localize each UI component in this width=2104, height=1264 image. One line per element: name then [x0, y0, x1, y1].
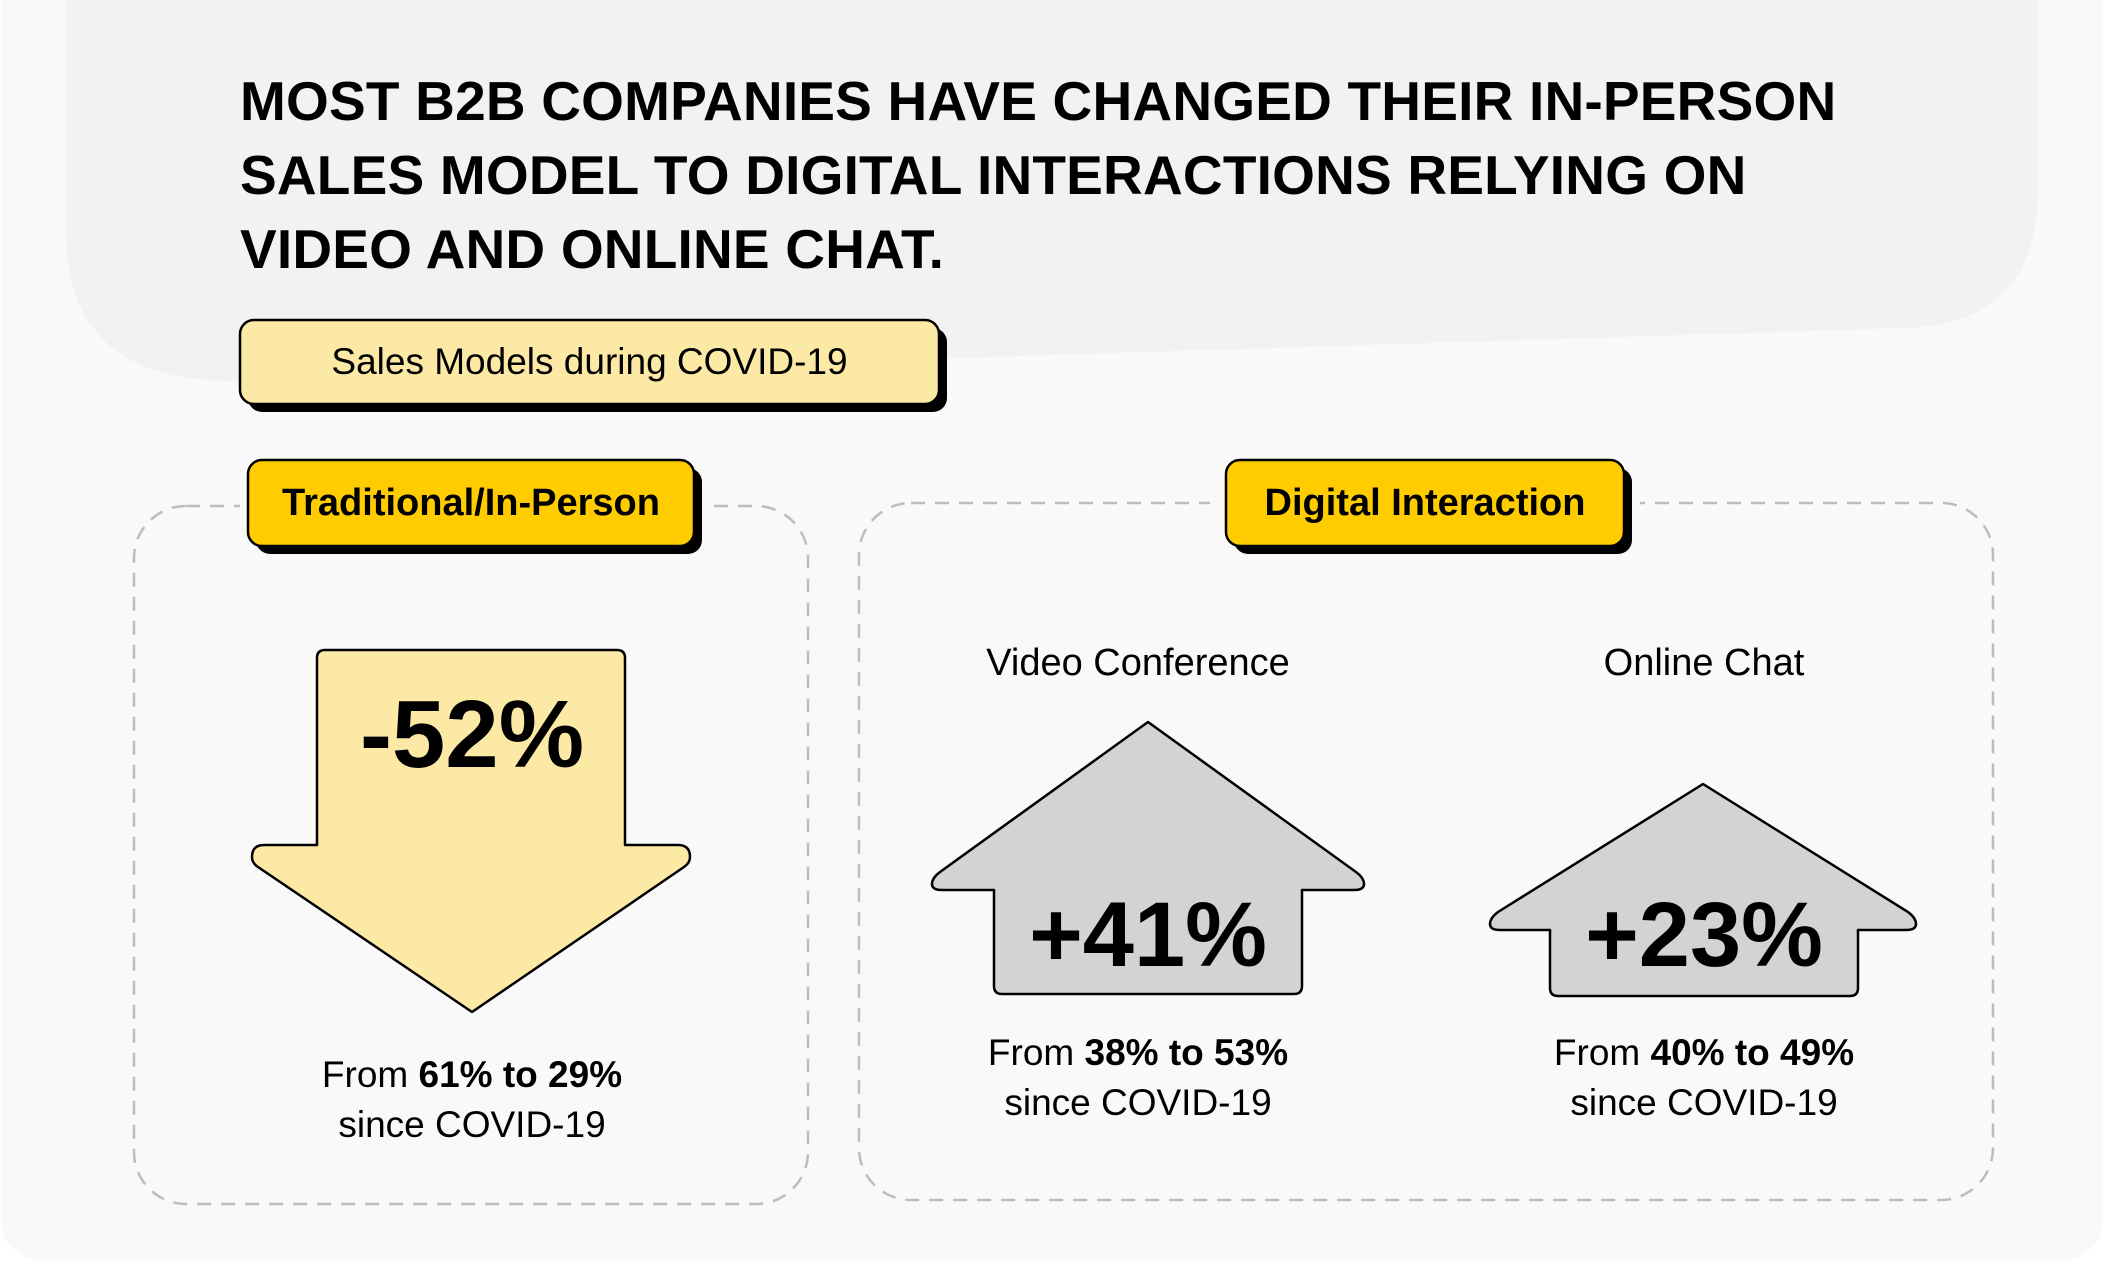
- caption-prefix: From: [1553, 1032, 1651, 1073]
- traditional-tag: Traditional/In-Person: [282, 481, 660, 524]
- header-band: [66, 0, 2038, 381]
- chat-caption: From 40% to 49% since COVID-19: [1454, 1028, 1954, 1128]
- digital-tag-shape: [1224, 458, 1632, 554]
- video-caption: From 38% to 53% since COVID-19: [888, 1028, 1388, 1128]
- headline-line-1: MOST B2B COMPANIES HAVE CHANGED THEIR IN…: [240, 70, 1837, 132]
- chat-caption-line-2: since COVID-19: [1570, 1082, 1838, 1123]
- headline-line-2: SALES MODEL TO DIGITAL INTERACTIONS RELY…: [240, 144, 1747, 206]
- traditional-caption-line-2: since COVID-19: [338, 1104, 606, 1145]
- online-chat-label: Online Chat: [1603, 642, 1805, 684]
- video-caption-line-1: From 38% to 53%: [888, 1028, 1388, 1078]
- traditional-frame: [132, 504, 810, 1206]
- caption-prefix: From: [987, 1032, 1085, 1073]
- subtitle-tag: Sales Models during COVID-19: [331, 341, 848, 382]
- video-conference-label: Video Conference: [986, 642, 1290, 684]
- traditional-change-value: -52%: [359, 681, 585, 788]
- caption-prefix: From: [321, 1054, 419, 1095]
- video-change-value: +41%: [1029, 884, 1267, 986]
- caption-bold-range: 61% to 29%: [418, 1054, 623, 1095]
- chat-caption-line-1: From 40% to 49%: [1454, 1028, 1954, 1078]
- headline-line-3: VIDEO AND ONLINE CHAT.: [240, 218, 945, 280]
- traditional-tag-shape: [246, 458, 702, 554]
- down-arrow-icon: [250, 648, 692, 1014]
- traditional-caption-line-1: From 61% to 29%: [222, 1050, 722, 1100]
- traditional-caption: From 61% to 29% since COVID-19: [222, 1050, 722, 1150]
- digital-tag: Digital Interaction: [1264, 481, 1586, 524]
- chat-change-value: +23%: [1585, 884, 1823, 986]
- caption-bold-range: 38% to 53%: [1084, 1032, 1289, 1073]
- chat-up-arrow-icon: [1488, 782, 1918, 998]
- subtitle-tag-shape: [238, 318, 947, 412]
- video-up-arrow-icon: [930, 720, 1366, 996]
- caption-bold-range: 40% to 49%: [1650, 1032, 1855, 1073]
- video-caption-line-2: since COVID-19: [1004, 1082, 1272, 1123]
